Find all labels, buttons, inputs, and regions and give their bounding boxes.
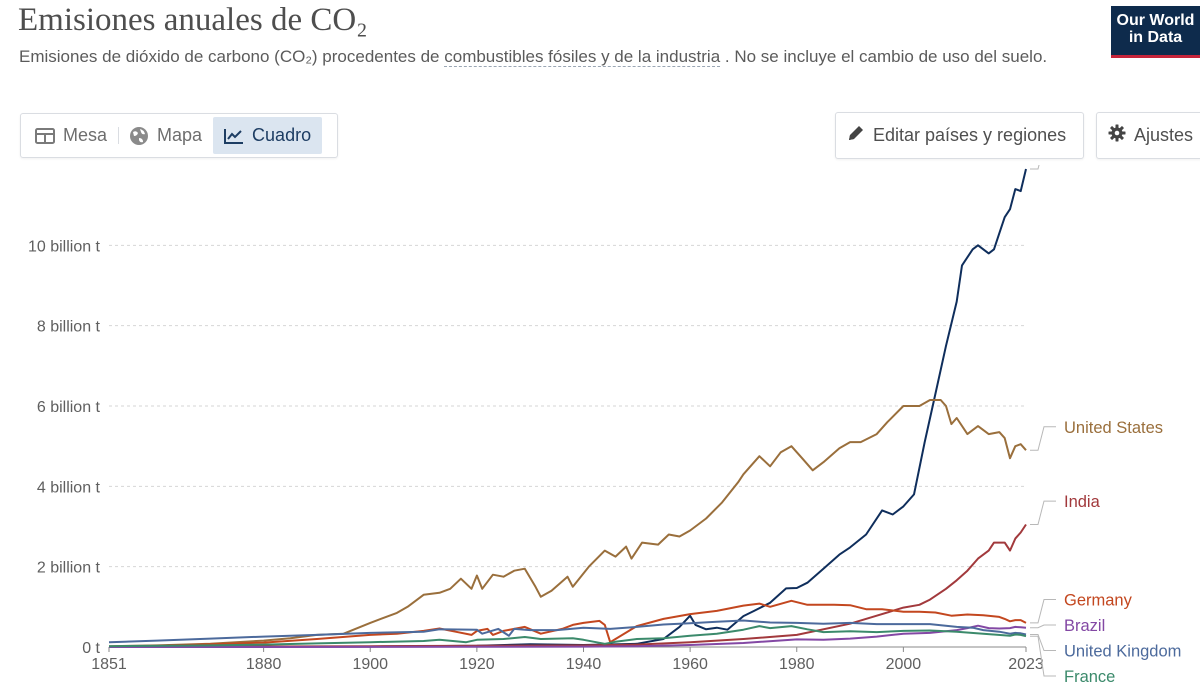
x-tick-label: 1960 [672,656,708,673]
series-label-united-kingdom: United Kingdom [1064,643,1181,661]
subtitle-text: Emisiones de dióxido de carbono (CO₂) pr… [19,47,445,66]
label-connector-france [1030,635,1056,677]
edit-countries-button[interactable]: Editar países y regiones [835,112,1084,159]
series-label-germany: Germany [1064,592,1133,610]
label-connector-china [1030,165,1040,170]
view-tabs: Mesa Mapa Cuadro [20,113,338,158]
y-tick-label: 10 billion t [28,238,101,255]
tab-table[interactable]: Mesa [24,117,118,154]
settings-button[interactable]: Ajustes [1096,112,1200,159]
label-connector-united-states [1030,426,1056,451]
x-tick-label: 1980 [779,656,815,673]
label-connector-brazil [1030,624,1056,629]
label-connector-germany [1030,599,1056,624]
series-line-india [108,523,1027,648]
series-label-united-states: United States [1064,419,1163,437]
x-tick-label: 1851 [91,656,127,673]
x-tick-label: 2000 [886,656,922,673]
x-tick-label: 1880 [246,656,282,673]
series-labels: ChinaUnited StatesIndiaGermanyBrazilUnit… [1030,165,1181,682]
label-connector-united-kingdom [1030,634,1056,651]
x-tick-label: 1940 [566,656,602,673]
edit-countries-label: Editar países y regiones [873,125,1067,145]
gridlines [109,244,1026,568]
globe-icon [129,126,149,146]
subtitle-text-end: . No se incluye el cambio de uso del sue… [720,47,1048,66]
x-axis: 1851 1880 1900 1920 1940 1960 1980 2000 2023 [91,646,1044,673]
series-line-brazil [108,624,1027,648]
y-tick-label: 2 billion t [37,560,101,577]
x-tick-label: 1900 [352,656,388,673]
pencil-icon [847,124,865,147]
x-tick-label: 2023 [1008,656,1044,673]
logo-line-2: in Data [1128,29,1183,46]
line-chart-icon [224,128,244,144]
owid-logo[interactable]: Our World in Data [1111,6,1200,58]
series-lines [108,168,1027,648]
page-subtitle: Emisiones de dióxido de carbono (CO₂) pr… [19,46,1109,68]
subtitle-link[interactable]: combustibles fósiles y de la industria [444,47,721,67]
x-tick-label: 1920 [459,656,495,673]
tab-map-label: Mapa [157,125,203,145]
tab-table-label: Mesa [63,125,108,145]
series-line-france [108,625,1027,648]
logo-line-1: Our World [1116,12,1195,29]
series-label-brazil: Brazil [1064,617,1105,635]
line-chart: 0 t 2 billion t 4 billion t 6 billion t 8 bi… [28,165,1181,682]
y-tick-label: 4 billion t [37,479,101,496]
settings-label: Ajustes [1134,125,1194,145]
y-tick-label: 0 t [82,640,100,657]
series-line-china [108,168,1027,648]
series-label-india: India [1064,493,1101,511]
series-label-france: France [1064,668,1115,682]
y-axis: 0 t 2 billion t 4 billion t 6 billion t 8 bi… [28,238,101,657]
tab-map[interactable]: Mapa [118,117,213,154]
label-connector-india [1030,500,1056,525]
series-line-united-states [108,399,1027,648]
y-tick-label: 6 billion t [37,399,101,416]
tab-chart[interactable]: Cuadro [213,117,323,154]
y-tick-label: 8 billion t [37,319,101,336]
series-line-united-kingdom [108,619,1027,644]
page-title: Emisiones anuales de CO₂ [18,2,368,38]
tab-chart-label: Cuadro [252,125,312,145]
gear-icon [1108,124,1126,147]
table-icon [35,127,55,144]
